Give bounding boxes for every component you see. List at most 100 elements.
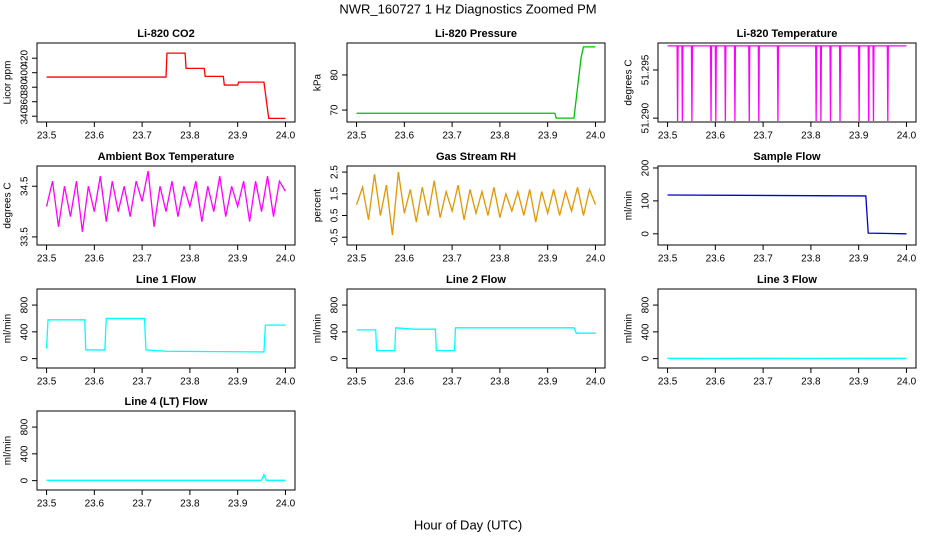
x-tick-label: 23.7 — [132, 499, 152, 510]
data-line — [45, 317, 286, 353]
x-tick-label: 24.0 — [586, 377, 606, 388]
data-line — [45, 170, 286, 232]
y-tick-label: 2.5 — [330, 165, 341, 179]
x-tick-label: 23.7 — [753, 377, 773, 388]
page-title: NWR_160727 1 Hz Diagnostics Zoomed PM — [339, 1, 596, 16]
data-line — [667, 45, 907, 122]
x-tick-label: 23.7 — [442, 254, 462, 265]
x-tick-label: 24.0 — [586, 131, 606, 142]
y-tick-label: 0 — [330, 355, 341, 361]
x-tick-label: 24.0 — [897, 131, 917, 142]
y-tick-label: 1.5 — [330, 186, 341, 200]
x-tick-label: 24.0 — [897, 377, 917, 388]
panel-title: Li-820 CO2 — [137, 28, 194, 40]
panel-title: Line 4 (LT) Flow — [125, 396, 208, 408]
y-tick-label: 400 — [20, 323, 31, 340]
data-line — [667, 194, 907, 235]
y-tick-label: 0 — [20, 355, 31, 361]
plot-frame — [346, 288, 606, 369]
x-tick-label: 23.6 — [85, 499, 105, 510]
panel-title: Sample Flow — [753, 151, 821, 163]
y-tick-label: 100 — [641, 192, 652, 209]
y-axis-label: Licor ppm — [3, 61, 14, 105]
y-tick-label: 0 — [641, 231, 652, 237]
x-tick-label: 23.7 — [753, 131, 773, 142]
plot-frame — [657, 288, 917, 369]
x-tick-label: 23.8 — [180, 254, 200, 265]
y-tick-label: 800 — [641, 296, 652, 313]
y-tick-label: 420 — [20, 49, 31, 66]
y-tick-label: 400 — [641, 323, 652, 340]
x-tick-label: 23.6 — [706, 254, 726, 265]
plot-frame — [346, 42, 606, 123]
y-tick-label: 400 — [20, 445, 31, 462]
x-tick-label: 23.9 — [228, 377, 248, 388]
y-tick-label: 51.295 — [641, 54, 652, 85]
x-tick-label: 23.5 — [347, 131, 367, 142]
y-tick-label: 800 — [330, 296, 341, 313]
x-tick-label: 23.9 — [228, 499, 248, 510]
data-line — [356, 327, 596, 352]
x-tick-label: 23.8 — [180, 131, 200, 142]
x-tick-label: 23.9 — [228, 254, 248, 265]
plot-frame — [346, 165, 606, 246]
data-line — [46, 472, 286, 481]
x-axis-label: Hour of Day (UTC) — [414, 517, 522, 532]
x-tick-label: 23.8 — [490, 131, 510, 142]
plot-frame — [36, 165, 296, 246]
panel-title: Li-820 Temperature — [737, 28, 838, 40]
x-tick-label: 23.6 — [706, 377, 726, 388]
x-tick-label: 23.8 — [180, 377, 200, 388]
panel-title: Line 2 Flow — [446, 274, 506, 286]
y-tick-label: 340 — [20, 107, 31, 124]
x-tick-label: 23.7 — [442, 131, 462, 142]
x-tick-label: 23.7 — [753, 254, 773, 265]
plot-frame — [36, 410, 296, 491]
y-tick-label: 0 — [20, 477, 31, 483]
y-axis-label: kPa — [313, 73, 324, 91]
x-tick-label: 24.0 — [276, 499, 296, 510]
y-axis-label: degrees C — [624, 59, 635, 105]
y-axis-label: percent — [313, 189, 324, 223]
x-tick-label: 23.6 — [85, 131, 105, 142]
x-tick-label: 23.5 — [658, 377, 678, 388]
x-tick-label: 23.5 — [347, 254, 367, 265]
x-tick-label: 23.9 — [228, 131, 248, 142]
panel-title: Line 3 Flow — [757, 274, 817, 286]
x-tick-label: 23.9 — [538, 377, 558, 388]
panel-title: Gas Stream RH — [436, 151, 516, 163]
x-tick-label: 23.8 — [490, 254, 510, 265]
x-tick-label: 23.9 — [849, 377, 869, 388]
data-line — [355, 171, 597, 236]
x-tick-label: 23.6 — [395, 377, 415, 388]
plot-frame — [36, 288, 296, 369]
data-line — [46, 52, 286, 120]
x-tick-label: 23.6 — [706, 131, 726, 142]
x-tick-label: 23.8 — [801, 131, 821, 142]
x-tick-label: 23.5 — [658, 131, 678, 142]
x-tick-label: 24.0 — [276, 131, 296, 142]
y-tick-label: 34.5 — [20, 176, 31, 196]
x-tick-label: 23.7 — [132, 131, 152, 142]
x-tick-label: 23.5 — [37, 499, 57, 510]
x-tick-label: 23.7 — [442, 377, 462, 388]
y-tick-label: 0 — [641, 355, 652, 361]
data-line — [356, 46, 596, 119]
x-tick-label: 24.0 — [897, 254, 917, 265]
y-tick-label: 360 — [20, 93, 31, 110]
x-tick-label: 23.6 — [395, 131, 415, 142]
x-tick-label: 23.9 — [538, 254, 558, 265]
y-tick-label: 800 — [20, 418, 31, 435]
y-axis-label: ml/min — [3, 436, 14, 465]
y-axis-label: ml/min — [624, 314, 635, 343]
x-tick-label: 23.7 — [132, 377, 152, 388]
y-tick-label: 400 — [20, 64, 31, 81]
x-tick-label: 23.5 — [37, 254, 57, 265]
x-tick-label: 23.6 — [85, 254, 105, 265]
x-tick-label: 23.5 — [658, 254, 678, 265]
x-tick-label: 24.0 — [586, 254, 606, 265]
x-tick-label: 23.6 — [395, 254, 415, 265]
y-tick-label: -0.5 — [330, 228, 341, 246]
x-tick-label: 24.0 — [276, 254, 296, 265]
